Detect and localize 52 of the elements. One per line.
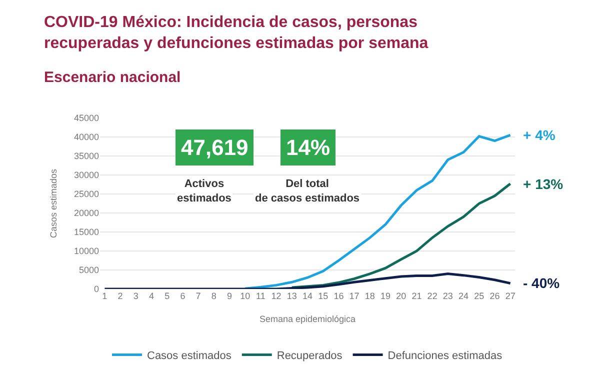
y-axis-title: Casos estimados — [48, 168, 58, 238]
x-tick-label: 2 — [118, 291, 123, 301]
x-tick-label: 6 — [180, 291, 186, 301]
x-tick-label: 3 — [133, 291, 138, 301]
line-series — [103, 272, 512, 289]
x-tick-label: 17 — [349, 291, 360, 301]
text: + 13% — [523, 176, 564, 192]
legend-label: Casos estimados — [147, 350, 232, 362]
x-tick-label: 15 — [318, 291, 328, 301]
x-tick-label: 10 — [240, 291, 250, 301]
x-tick-label: 22 — [427, 291, 438, 301]
annotation: 14% — [286, 135, 330, 160]
x-tick-label: 16 — [334, 291, 344, 301]
y-tick-label: 30000 — [74, 170, 99, 180]
chart-subtitle: Escenario nacional — [44, 69, 181, 86]
x-tick-label: 26 — [490, 291, 500, 301]
x-tick-label: 27 — [505, 291, 516, 301]
x-tick-label: 18 — [364, 291, 375, 301]
x-tick-label: 8 — [211, 291, 216, 301]
annotation: Activos estimados — [177, 178, 232, 204]
annotation: 47,619 — [181, 135, 248, 160]
y-tick-label: 10000 — [74, 246, 99, 256]
annotation: Del total de casos estimados — [255, 178, 360, 204]
text: - 40% — [523, 275, 560, 291]
y-tick-label: 5000 — [78, 265, 99, 276]
legend-label: Recuperados — [276, 350, 343, 362]
x-tick-label: 24 — [458, 291, 469, 301]
x-tick-label: 11 — [256, 291, 266, 301]
y-tick-label: 15000 — [74, 227, 99, 238]
x-tick-label: 4 — [148, 291, 154, 301]
y-tick-label: 40000 — [74, 132, 99, 142]
y-tick-label: 45000 — [74, 113, 99, 124]
y-tick-label: 20000 — [74, 208, 99, 218]
x-tick-label: 12 — [271, 291, 282, 301]
x-tick-label: 20 — [396, 291, 406, 301]
x-tick-label: 25 — [474, 291, 484, 301]
x-tick-label: 14 — [302, 291, 313, 301]
x-tick-label: 9 — [226, 291, 232, 301]
x-tick-label: 19 — [380, 291, 391, 301]
x-tick-label: 1 — [102, 291, 108, 301]
x-tick-label: 13 — [286, 291, 297, 301]
x-tick-label: 5 — [164, 291, 170, 301]
y-tick-label: 0 — [94, 284, 99, 294]
text: + 4% — [523, 127, 556, 143]
legend-label: Defunciones estimadas — [388, 350, 503, 362]
x-tick-label: 7 — [196, 291, 201, 301]
x-tick-label: 23 — [442, 291, 453, 301]
x-axis-title: Semana epidemiológica — [259, 314, 356, 324]
y-tick-label: 25000 — [74, 189, 99, 200]
y-tick-label: 35000 — [74, 151, 99, 162]
chart-title: COVID-19 México: Incidencia de casos, personas recuperadas y defunciones estimadas por semana — [44, 14, 428, 52]
x-tick-label: 21 — [412, 291, 422, 301]
